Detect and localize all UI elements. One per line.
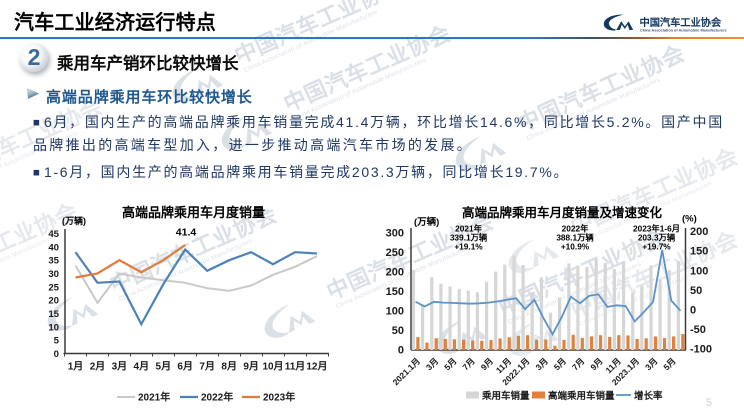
svg-text:0: 0 <box>398 345 404 357</box>
svg-text:20: 20 <box>48 296 59 307</box>
svg-text:7月: 7月 <box>199 361 215 373</box>
svg-text:中国汽车工业协会: 中国汽车工业协会 <box>640 16 722 29</box>
svg-text:200: 200 <box>386 267 404 279</box>
svg-text:12月: 12月 <box>306 361 327 373</box>
svg-text:50: 50 <box>392 325 404 337</box>
svg-text:乘用车销量: 乘用车销量 <box>481 390 530 402</box>
svg-text:2月: 2月 <box>90 361 106 373</box>
svg-text:高端乘用车销量: 高端乘用车销量 <box>548 390 615 402</box>
svg-text:5月: 5月 <box>552 356 568 372</box>
svg-text:2021.1月: 2021.1月 <box>391 356 422 387</box>
svg-text:(%): (%) <box>682 214 697 225</box>
svg-text:203.3万辆: 203.3万辆 <box>638 233 676 243</box>
svg-text:9月: 9月 <box>588 356 604 372</box>
svg-text:11月: 11月 <box>285 361 306 373</box>
svg-text:增长率: 增长率 <box>634 390 663 402</box>
svg-text:高端品牌乘用车月度销量及增速变化: 高端品牌乘用车月度销量及增速变化 <box>462 205 663 220</box>
svg-text:5月: 5月 <box>442 356 458 372</box>
svg-text:6月: 6月 <box>177 361 193 373</box>
svg-text:0: 0 <box>690 305 696 317</box>
svg-text:China Association of Automobil: China Association of Automobile Manufact… <box>640 29 727 33</box>
svg-text:200: 200 <box>690 226 708 238</box>
svg-text:高端品牌乘用车月度销量: 高端品牌乘用车月度销量 <box>122 205 265 220</box>
svg-text:2023年1-6月: 2023年1-6月 <box>633 224 680 234</box>
svg-text:9月: 9月 <box>479 356 495 372</box>
svg-text:8月: 8月 <box>221 361 237 373</box>
svg-text:4月: 4月 <box>134 361 150 373</box>
svg-text:15: 15 <box>48 309 59 320</box>
svg-text:9月: 9月 <box>243 361 259 373</box>
svg-text:250: 250 <box>386 247 404 259</box>
svg-text:-100: -100 <box>690 344 712 356</box>
svg-text:40: 40 <box>48 242 59 253</box>
svg-text:2022年: 2022年 <box>562 224 589 234</box>
svg-text:150: 150 <box>690 246 708 258</box>
svg-text:339.1万辆: 339.1万辆 <box>450 233 488 243</box>
svg-text:-50: -50 <box>690 324 706 336</box>
svg-text:100: 100 <box>386 306 404 318</box>
svg-text:5月: 5月 <box>661 356 677 372</box>
svg-text:30: 30 <box>48 269 59 280</box>
svg-text:2021年: 2021年 <box>455 224 482 234</box>
svg-text:150: 150 <box>386 286 404 298</box>
svg-text:25: 25 <box>48 282 59 293</box>
svg-text:35: 35 <box>48 256 59 267</box>
svg-text:5: 5 <box>54 336 60 347</box>
svg-text:3月: 3月 <box>643 356 659 372</box>
svg-text:+19.7%: +19.7% <box>642 242 671 252</box>
svg-text:45: 45 <box>48 229 59 240</box>
svg-text:2022年: 2022年 <box>201 391 233 404</box>
svg-text:+19.1%: +19.1% <box>454 242 483 252</box>
svg-text:50: 50 <box>690 285 702 297</box>
svg-text:2023年: 2023年 <box>263 391 295 404</box>
svg-text:1月: 1月 <box>68 361 84 373</box>
svg-text:3月: 3月 <box>533 356 549 372</box>
svg-text:0: 0 <box>54 349 59 360</box>
svg-text:3月: 3月 <box>424 356 440 372</box>
svg-text:3月: 3月 <box>112 361 128 373</box>
svg-text:10: 10 <box>48 322 59 333</box>
svg-text:7月: 7月 <box>460 356 476 372</box>
svg-text:+10.9%: +10.9% <box>561 242 590 252</box>
svg-text:10月: 10月 <box>262 361 283 373</box>
svg-text:(万辆): (万辆) <box>414 216 439 228</box>
svg-text:(万辆): (万辆) <box>62 215 86 226</box>
svg-text:41.4: 41.4 <box>176 227 197 239</box>
svg-text:7月: 7月 <box>570 356 586 372</box>
svg-text:100: 100 <box>690 265 708 277</box>
svg-text:5月: 5月 <box>156 361 172 373</box>
svg-text:2021年: 2021年 <box>138 391 170 404</box>
svg-text:388.1万辆: 388.1万辆 <box>556 233 594 243</box>
svg-text:300: 300 <box>386 228 404 240</box>
